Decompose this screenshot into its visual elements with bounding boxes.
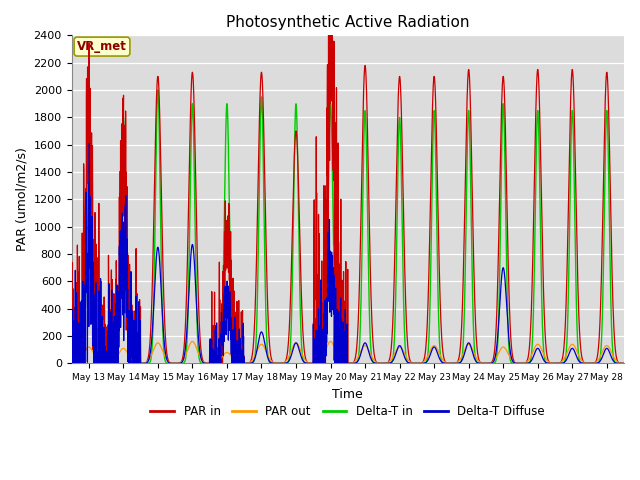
Title: Photosynthetic Active Radiation: Photosynthetic Active Radiation xyxy=(226,15,470,30)
Legend: PAR in, PAR out, Delta-T in, Delta-T Diffuse: PAR in, PAR out, Delta-T in, Delta-T Dif… xyxy=(146,401,550,423)
X-axis label: Time: Time xyxy=(332,388,363,401)
Y-axis label: PAR (umol/m2/s): PAR (umol/m2/s) xyxy=(15,147,28,252)
Text: VR_met: VR_met xyxy=(77,40,127,53)
